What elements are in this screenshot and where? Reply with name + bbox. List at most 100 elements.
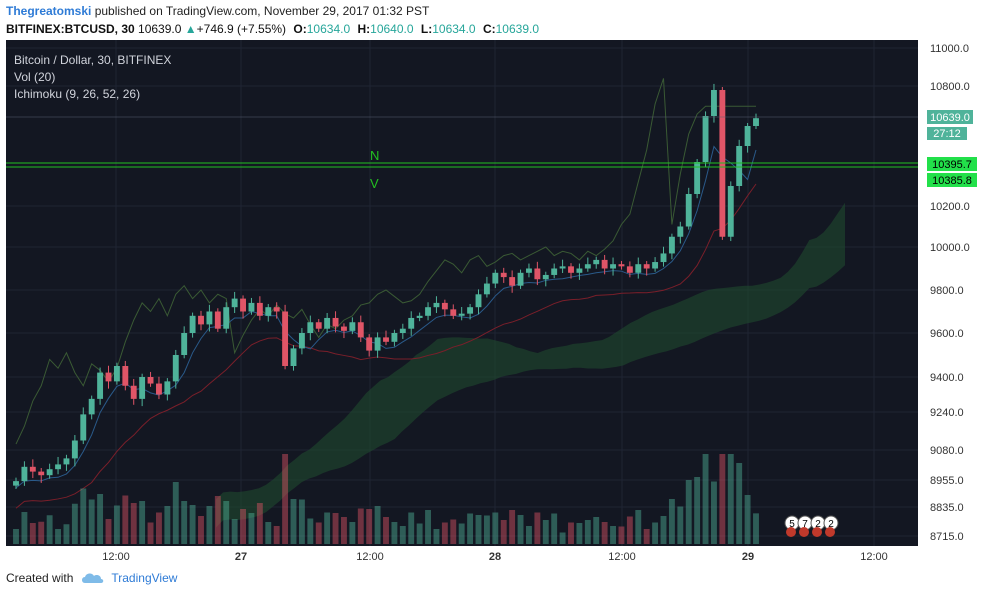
candle-body <box>198 315 204 325</box>
volume-bar <box>441 522 448 544</box>
price-chart[interactable]: N V Bitcoin / Dollar, 30, BITFINEX Vol (… <box>6 40 977 566</box>
candle-body <box>677 226 684 237</box>
volume-bar <box>164 506 171 544</box>
chart-legend: Bitcoin / Dollar, 30, BITFINEX Vol (20) … <box>14 53 171 101</box>
volume-bar <box>626 516 633 544</box>
candle-body <box>668 236 675 254</box>
chart-area[interactable]: N V Bitcoin / Dollar, 30, BITFINEX Vol (… <box>6 40 977 566</box>
candle-body <box>593 259 600 265</box>
candle-body <box>113 366 120 382</box>
y-tick-label: 9400.0 <box>930 372 964 384</box>
footer: Created with TradingView <box>6 571 177 585</box>
volume-bar <box>610 526 616 544</box>
volume-bar <box>97 494 104 544</box>
last-price-badge <box>927 110 973 124</box>
volume-bar <box>593 517 600 544</box>
candle-body <box>568 266 574 273</box>
y-tick-label: 9240.0 <box>930 407 964 419</box>
volume-bar <box>425 510 431 544</box>
candle-body <box>509 277 516 286</box>
candle-body <box>727 186 734 237</box>
candle-body <box>248 302 255 312</box>
candle-body <box>492 272 499 284</box>
volume-bars <box>13 454 759 544</box>
event-count-2: 7 <box>802 519 808 530</box>
candle-body <box>256 302 263 316</box>
volume-bar <box>105 519 112 544</box>
volume-bar <box>80 488 87 544</box>
candle-body <box>542 274 549 280</box>
volume-bar <box>46 515 53 544</box>
x-tick-label: 27 <box>235 551 247 563</box>
candle-body <box>130 385 137 399</box>
created-with: Created with <box>6 571 74 585</box>
candle-body <box>214 311 221 329</box>
candle-body <box>685 194 692 227</box>
volume-bar <box>240 509 246 544</box>
publish-info: published on TradingView.com, November 2… <box>91 4 430 18</box>
time-axis <box>6 546 977 566</box>
volume-bar <box>736 463 743 544</box>
volume-bar <box>21 512 28 544</box>
volume-bar <box>500 520 507 544</box>
volume-bar <box>492 512 499 544</box>
annotation-n: N <box>370 148 379 163</box>
candle-body <box>374 337 381 351</box>
volume-bar <box>273 526 280 544</box>
volume-bar <box>685 480 692 544</box>
volume-bar <box>256 503 263 544</box>
volume-bar <box>711 481 717 544</box>
timer-text: 27:12 <box>933 128 961 140</box>
candle-body <box>694 162 701 194</box>
volume-bar <box>509 510 516 544</box>
level-badge-2-text: 10385.8 <box>932 175 972 187</box>
candle-body <box>635 264 642 273</box>
candle-body <box>441 302 448 310</box>
level-badge-2 <box>927 173 977 187</box>
volume-bar <box>601 522 608 544</box>
volume-bar <box>433 529 440 544</box>
tradingview-link[interactable]: TradingView <box>111 571 178 585</box>
author-link[interactable]: Thegreatomski <box>6 4 92 18</box>
price-axis <box>918 40 977 546</box>
candle-body <box>282 311 289 366</box>
candle-body <box>105 372 112 382</box>
volume-bar <box>559 532 566 544</box>
candle-body <box>450 309 457 316</box>
publish-header: Thegreatomski published on TradingView.c… <box>6 4 429 18</box>
candle-body <box>660 253 667 263</box>
candle-body <box>21 466 28 482</box>
candle-body <box>223 307 230 329</box>
candle-body <box>307 322 314 333</box>
up-arrow-icon: ▲ <box>184 22 197 36</box>
volume-bar <box>383 517 389 544</box>
volume-bar <box>248 513 255 544</box>
base-line <box>15 183 757 509</box>
candle-body <box>290 348 297 366</box>
volume-bar <box>139 501 146 544</box>
candle-body <box>122 366 129 386</box>
x-tick-label: 12:00 <box>356 551 384 563</box>
candle-body <box>164 381 171 395</box>
candle-body <box>231 298 238 308</box>
candle-body <box>139 377 146 399</box>
candle-body <box>391 333 398 342</box>
y-tick-label: 9080.0 <box>930 445 964 457</box>
volume-bar <box>214 496 221 544</box>
flag-us-icon <box>825 527 835 537</box>
candle-body <box>643 264 650 269</box>
volume-bar <box>206 506 213 544</box>
candle-body <box>618 264 625 267</box>
y-tick-label: 8835.0 <box>930 502 964 514</box>
volume-bar <box>324 512 331 544</box>
candle-body <box>399 328 406 333</box>
x-tick-label: 29 <box>742 551 754 563</box>
y-tick-label: 10800.0 <box>930 81 970 93</box>
ticker-line: BITFINEX:BTCUSD, 30 10639.0 ▲+746.9 (+7.… <box>6 22 539 36</box>
candle-body <box>475 294 482 308</box>
change-value: +746.9 (+7.55%) <box>196 22 287 36</box>
volume-bar <box>147 522 154 544</box>
volume-bar <box>357 508 364 544</box>
annotation-v: V <box>370 176 379 191</box>
